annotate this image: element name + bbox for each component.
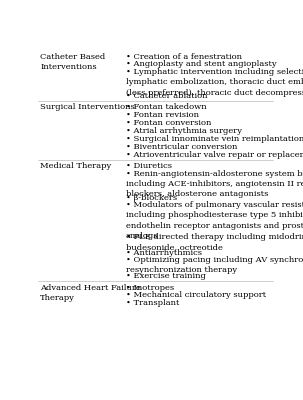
Text: • Fontan conversion: • Fontan conversion: [126, 119, 211, 127]
Text: • Modulators of pulmonary vascular resistance
including phosphodiesterase type 5: • Modulators of pulmonary vascular resis…: [126, 201, 303, 240]
Text: • Inotropes: • Inotropes: [126, 284, 174, 292]
Text: • Diuretics: • Diuretics: [126, 162, 172, 170]
Text: • Renin-angiotensin-aldosterone system blockers
including ACE-inhibitors, angiot: • Renin-angiotensin-aldosterone system b…: [126, 170, 303, 198]
Text: • Biventricular conversion: • Biventricular conversion: [126, 143, 237, 151]
Text: • Angioplasty and stent angioplasty: • Angioplasty and stent angioplasty: [126, 60, 277, 68]
Text: • Atrial arrhythmia surgery: • Atrial arrhythmia surgery: [126, 127, 242, 135]
Text: • PLE directed therapy including midodrine, oral
budesonide, octreotide: • PLE directed therapy including midodri…: [126, 233, 303, 251]
Text: • Fontan takedown: • Fontan takedown: [126, 104, 207, 112]
Text: • β-blockers: • β-blockers: [126, 194, 177, 202]
Text: • Catheter ablation: • Catheter ablation: [126, 92, 208, 100]
Text: Surgical Interventions: Surgical Interventions: [40, 104, 135, 112]
Text: • Antiarrhythmics: • Antiarrhythmics: [126, 248, 202, 256]
Text: Medical Therapy: Medical Therapy: [40, 162, 112, 170]
Text: • Exercise training: • Exercise training: [126, 272, 206, 280]
Text: • Atrioventricular valve repair or replacement: • Atrioventricular valve repair or repla…: [126, 150, 303, 158]
Text: • Optimizing pacing including AV synchrony and
resynchronization therapy: • Optimizing pacing including AV synchro…: [126, 256, 303, 274]
Text: • Transplant: • Transplant: [126, 299, 179, 307]
Text: • Fontan revision: • Fontan revision: [126, 111, 199, 119]
Text: • Surgical innominate vein reimplantation: • Surgical innominate vein reimplantatio…: [126, 135, 303, 143]
Text: Catheter Based
Interventions: Catheter Based Interventions: [40, 53, 105, 71]
Text: • Creation of a fenestration: • Creation of a fenestration: [126, 53, 242, 61]
Text: • Lymphatic intervention including selective
lymphatic embolization, thoracic du: • Lymphatic intervention including selec…: [126, 68, 303, 96]
Text: • Mechanical circulatory support: • Mechanical circulatory support: [126, 292, 266, 300]
Text: Advanced Heart Failure
Therapy: Advanced Heart Failure Therapy: [40, 284, 141, 302]
